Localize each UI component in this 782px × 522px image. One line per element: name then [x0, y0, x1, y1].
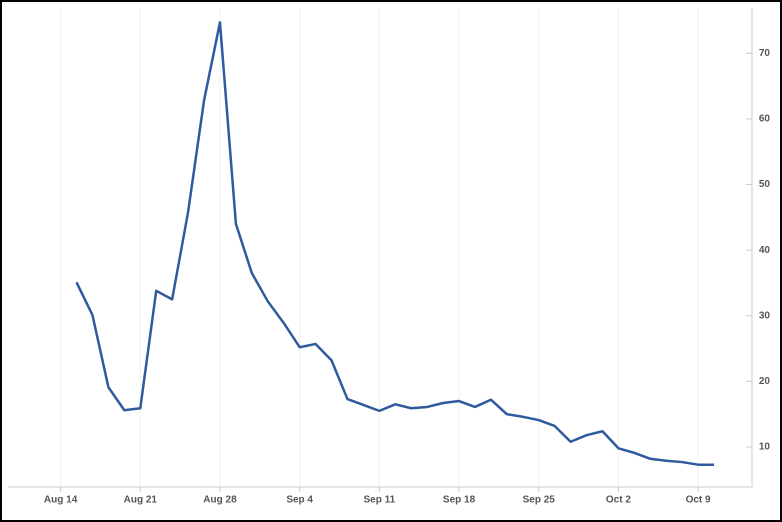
y-tick-label: 20 [759, 376, 771, 387]
line [75, 21, 715, 466]
y-tick-label: 10 [759, 442, 771, 453]
x-tick-label: Sep 11 [363, 495, 395, 506]
y-tick-label: 60 [759, 114, 771, 125]
x-tick-label: Aug 14 [44, 495, 78, 506]
x-tick-label: Oct 2 [606, 495, 631, 506]
x-tick-label: Oct 9 [686, 495, 711, 506]
x-tick-label: Aug 28 [203, 495, 237, 506]
y-tick-label: 50 [759, 179, 771, 190]
x-tick-label: Sep 4 [286, 495, 313, 506]
y-tick-label: 30 [759, 310, 771, 321]
y-tick-label: 40 [759, 245, 771, 256]
x-tick-label: Sep 18 [443, 495, 476, 506]
x-tick-label: Sep 25 [523, 495, 556, 506]
x-tick-label: Aug 21 [124, 495, 158, 506]
y-tick-label: 70 [759, 48, 771, 59]
